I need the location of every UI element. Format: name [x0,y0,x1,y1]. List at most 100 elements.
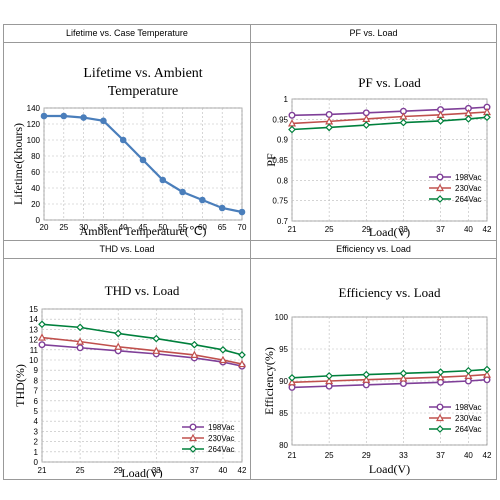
data-point [362,370,371,379]
x-tick-label: 21 [288,451,297,460]
x-tick-label: 25 [325,225,334,234]
x-tick-label: 29 [114,466,123,475]
x-tick-label: 21 [38,466,47,475]
data-point [464,377,472,385]
data-point [436,368,445,376]
y-tick-label: 8 [34,376,39,385]
data-point [76,344,84,352]
data-point [219,345,227,354]
data-point [362,121,371,129]
data-point [179,188,186,196]
panel-efficiency: Efficiency vs. Load Efficiency vs. Load 8… [251,241,496,479]
x-tick-label: 33 [399,225,408,234]
panel-thd: THD vs. Load THD vs. Load 0 1 2 3 4 5 6 7 8 9 10 11 1… [4,241,251,479]
x-tick-label: 42 [483,451,492,460]
y-tick-label: 1 [284,95,289,104]
y-tick-label: 120 [27,120,41,129]
data-point [152,334,161,343]
data-point [38,320,46,329]
data-point [399,369,408,378]
y-axis-label: Lifetime(khours) [11,123,25,205]
y-tick-label: 0 [36,216,41,225]
data-point [190,340,199,349]
data-point [325,372,333,380]
data-point [325,376,334,385]
legend-label: 198Vac [455,173,482,182]
data-point [139,156,147,164]
chart-title: Lifetime vs. Ambient [83,66,202,81]
x-tick-label: 40 [119,223,128,232]
data-point [152,346,161,354]
x-tick-label: 29 [362,451,371,460]
x-tick-label: 25 [325,451,334,460]
y-tick-label: 20 [31,200,40,209]
x-tick-label: 60 [198,223,207,232]
legend-label: 198Vac [455,403,482,412]
y-tick-label: 12 [29,336,38,345]
x-tick-label: 25 [76,466,85,475]
legend-marker [436,403,444,411]
x-tick-label: 25 [59,223,68,232]
data-point [362,381,370,389]
y-tick-label: 0.75 [272,197,288,206]
y-tick-label: 15 [29,305,38,314]
data-point [325,110,333,118]
legend-marker [189,445,197,453]
panel-header: PF vs. Load [251,25,496,43]
data-point [464,115,473,123]
y-tick-label: 5 [34,407,39,416]
x-axis-label: Ambient Temperature(℃) [80,224,207,238]
panel-header: Efficiency vs. Load [251,241,496,259]
pf-chart: PF vs. Load 0.7 0.75 0.8 0.85 0.9 0.95 1 21 25 29 3… [264,75,492,239]
x-tick-label: 42 [483,225,492,234]
data-point [399,380,407,388]
y-tick-label: 0.8 [277,176,289,185]
y-tick-label: 3 [34,427,39,436]
panel-pf: PF vs. Load PF vs. Load 0.7 0.75 0.8 0.85 0.9… [251,25,496,241]
plot-area [41,308,243,463]
x-tick-label: 40 [464,451,473,460]
y-axis-label: PF [264,153,278,167]
y-tick-label: 13 [29,325,38,334]
data-point [238,208,246,216]
legend-label: 264Vac [208,445,235,454]
x-tick-label: 70 [238,223,247,232]
y-tick-label: 4 [34,417,39,426]
data-point [237,359,247,368]
x-axis-label: Load(V) [121,466,162,478]
legend-label: 264Vac [455,195,482,204]
data-point [483,365,491,374]
x-tick-label: 20 [40,223,49,232]
legend-label: 230Vac [208,434,235,443]
data-point [325,123,333,132]
x-tick-label: 37 [190,466,199,475]
y-tick-label: 0.7 [277,217,289,226]
y-tick-label: 80 [279,441,288,450]
chart-title: Efficiency vs. Load [339,285,441,300]
data-point [362,375,371,383]
y-tick-label: 14 [29,315,38,324]
data-point [119,136,127,144]
data-point [159,176,167,184]
panel-header: THD vs. Load [4,241,250,259]
x-tick-label: 45 [139,223,148,232]
data-point [100,117,107,125]
y-tick-label: 100 [27,136,41,145]
x-tick-label: 55 [178,223,187,232]
data-point [238,351,246,359]
data-point [114,329,123,338]
y-axis-label: Efficiency(%) [262,347,276,415]
legend-marker [435,413,445,422]
data-point [436,117,445,125]
data-point [76,323,84,332]
efficiency-chart: Efficiency vs. Load 80 85 90 95 100 21 25 29 33 37… [262,285,492,476]
y-tick-label: 1 [34,448,39,457]
y-tick-label: 60 [31,168,40,177]
y-tick-label: 85 [279,409,288,418]
data-point [483,376,491,384]
x-tick-label: 42 [238,466,247,475]
data-point [287,378,297,386]
x-tick-label: 35 [99,223,108,232]
data-point [199,196,206,204]
